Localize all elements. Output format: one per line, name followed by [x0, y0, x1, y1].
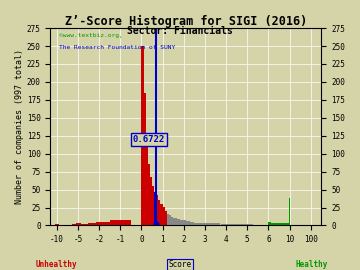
Bar [175, 218, 177, 225]
Text: Healthy: Healthy [295, 260, 328, 269]
Text: Unhealthy: Unhealthy [36, 260, 78, 269]
Bar [180, 220, 182, 225]
Bar [146, 143, 148, 225]
Bar [289, 198, 290, 225]
Bar [156, 195, 158, 225]
Bar [276, 223, 279, 225]
Bar [184, 220, 186, 225]
Bar [201, 223, 203, 225]
Bar [221, 224, 231, 225]
Title: Z’-Score Histogram for SIGI (2016): Z’-Score Histogram for SIGI (2016) [65, 15, 307, 28]
Bar [190, 222, 192, 225]
Bar [231, 224, 242, 225]
Bar [141, 46, 144, 225]
Bar [165, 211, 167, 225]
Bar [199, 222, 201, 225]
Bar [192, 222, 194, 225]
Bar [144, 93, 146, 225]
Bar [287, 223, 290, 225]
Bar [169, 215, 171, 225]
Bar [279, 223, 282, 225]
Bar [197, 222, 199, 225]
Text: ©www.textbiz.org,: ©www.textbiz.org, [59, 33, 123, 38]
Bar [203, 223, 205, 225]
Bar [211, 223, 220, 225]
Y-axis label: Number of companies (997 total): Number of companies (997 total) [15, 49, 24, 204]
Bar [173, 218, 175, 225]
Bar [148, 164, 150, 225]
Bar [81, 224, 89, 225]
Text: Sector: Financials: Sector: Financials [127, 26, 233, 36]
Text: The Research Foundation of SUNY: The Research Foundation of SUNY [59, 45, 175, 50]
Bar [167, 214, 169, 225]
Bar [186, 221, 188, 225]
Bar [110, 220, 131, 225]
Bar [150, 177, 152, 225]
Bar [271, 223, 274, 225]
Bar [274, 223, 276, 225]
Bar [89, 222, 95, 225]
Bar [205, 223, 207, 225]
Bar [161, 204, 163, 225]
Bar [269, 222, 271, 225]
Bar [152, 186, 154, 225]
Bar [182, 220, 184, 225]
Bar [207, 223, 211, 225]
Bar [194, 222, 197, 225]
Bar [188, 221, 190, 225]
Bar [242, 224, 253, 225]
Bar [163, 207, 165, 225]
Bar [76, 223, 81, 225]
Bar [177, 219, 180, 225]
Bar [55, 224, 59, 225]
Bar [171, 217, 173, 225]
Bar [154, 192, 156, 225]
Bar [284, 223, 287, 225]
Text: 0.6722: 0.6722 [133, 135, 165, 144]
Bar [282, 223, 284, 225]
Text: Score: Score [168, 260, 192, 269]
Bar [72, 224, 76, 225]
Bar [95, 222, 110, 225]
Bar [158, 200, 161, 225]
